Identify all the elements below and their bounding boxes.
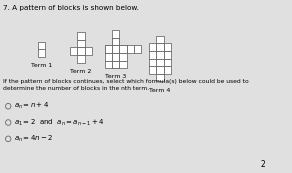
Bar bbox=[112, 61, 119, 68]
Bar bbox=[119, 45, 127, 53]
Bar bbox=[134, 45, 141, 53]
Bar bbox=[105, 45, 112, 53]
Bar bbox=[112, 30, 119, 38]
Bar bbox=[38, 49, 45, 57]
Text: Term 2: Term 2 bbox=[70, 69, 92, 74]
Bar bbox=[112, 45, 119, 53]
Bar bbox=[105, 61, 112, 68]
Text: Term 1: Term 1 bbox=[31, 63, 52, 68]
Bar bbox=[164, 66, 171, 74]
Bar bbox=[119, 61, 127, 68]
Bar bbox=[112, 38, 119, 45]
Bar bbox=[164, 51, 171, 59]
Bar bbox=[149, 59, 156, 66]
Bar bbox=[112, 53, 119, 61]
Text: $a_1 = 2$  and  $a_n = a_{n-1} + 4$: $a_1 = 2$ and $a_n = a_{n-1} + 4$ bbox=[14, 117, 104, 128]
Bar bbox=[105, 53, 112, 61]
Bar bbox=[164, 59, 171, 66]
Bar bbox=[164, 43, 171, 51]
Bar bbox=[38, 42, 45, 49]
Text: If the pattern of blocks continues, select which formula(s) below could be used : If the pattern of blocks continues, sele… bbox=[4, 79, 249, 92]
Bar bbox=[156, 43, 164, 51]
Bar bbox=[112, 61, 119, 68]
Bar bbox=[77, 40, 85, 47]
Text: $a_n = 4n - 2$: $a_n = 4n - 2$ bbox=[14, 134, 53, 144]
Bar bbox=[70, 47, 77, 55]
Bar bbox=[112, 38, 119, 45]
Bar bbox=[156, 74, 164, 81]
Bar bbox=[112, 53, 119, 61]
Bar bbox=[149, 51, 156, 59]
Text: 7. A pattern of blocks is shown below.: 7. A pattern of blocks is shown below. bbox=[4, 6, 139, 11]
Bar bbox=[77, 47, 85, 55]
Bar bbox=[156, 51, 164, 59]
Bar bbox=[77, 55, 85, 63]
Text: 2: 2 bbox=[260, 160, 265, 169]
Bar bbox=[119, 53, 127, 61]
Bar bbox=[112, 45, 119, 53]
Text: Term 4: Term 4 bbox=[149, 88, 171, 93]
Bar bbox=[156, 36, 164, 43]
Text: Term 3: Term 3 bbox=[105, 74, 126, 79]
Bar bbox=[149, 66, 156, 74]
Bar bbox=[156, 66, 164, 74]
Bar bbox=[127, 45, 134, 53]
Bar bbox=[156, 59, 164, 66]
Bar bbox=[119, 45, 127, 53]
Bar bbox=[77, 32, 85, 40]
Bar bbox=[149, 43, 156, 51]
Text: $a_n = n + 4$: $a_n = n + 4$ bbox=[14, 101, 49, 111]
Bar bbox=[105, 45, 112, 53]
Bar bbox=[85, 47, 92, 55]
